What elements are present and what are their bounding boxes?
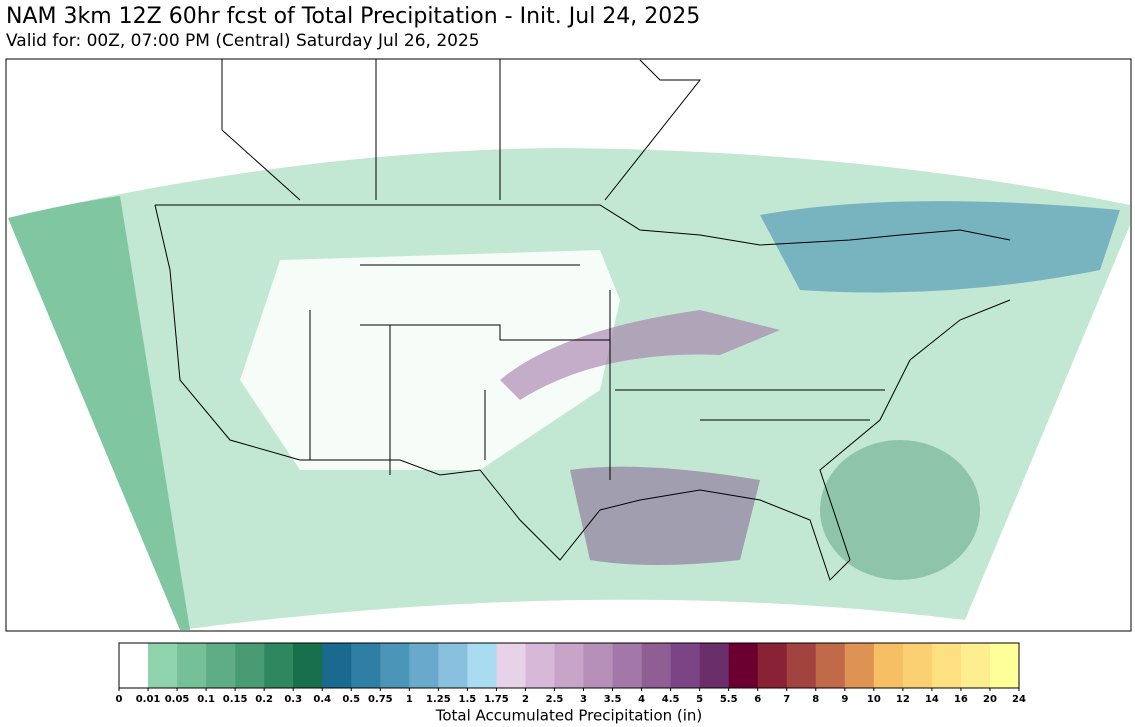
colorbar-tick-label: 4.5 — [662, 694, 680, 705]
colorbar-segment — [177, 643, 207, 688]
colorbar-segment — [931, 643, 962, 688]
colorbar-segment — [786, 643, 817, 688]
colorbar-segment — [728, 643, 759, 688]
colorbar-tick-label: 0.05 — [165, 694, 190, 705]
colorbar-segment — [496, 643, 526, 688]
title: NAM 3km 12Z 60hr fcst of Total Precipita… — [6, 4, 700, 29]
colorbar-tick-label: 1.75 — [484, 694, 509, 705]
colorbar-segment — [380, 643, 410, 688]
colorbar-tick-label: 5.5 — [720, 694, 738, 705]
colorbar-tick-label: 0.5 — [342, 694, 360, 705]
colorbar-segment — [670, 643, 700, 688]
colorbar-segment — [409, 643, 439, 688]
colorbar-tick-label: 0.1 — [197, 694, 215, 705]
colorbar-tick-label: 9 — [841, 694, 848, 705]
colorbar-segment — [844, 643, 875, 688]
boundaries — [154, 59, 1011, 581]
colorbar-tick-label: 3 — [580, 694, 587, 705]
colorbar-segment — [989, 643, 1020, 688]
colorbar-segment — [757, 643, 788, 688]
colorbar-tick-label: 1.5 — [459, 694, 477, 705]
colorbar-segment — [554, 643, 584, 688]
colorbar-tick-label: 0.3 — [284, 694, 302, 705]
colorbar-tick-label: 0.01 — [136, 694, 161, 705]
colorbar-segment — [438, 643, 468, 688]
colorbar-tick-label: 0.4 — [313, 694, 331, 705]
precip-northeast — [760, 201, 1120, 293]
colorbar-tick-label: 14 — [925, 694, 939, 705]
subtitle: Valid for: 00Z, 07:00 PM (Central) Satur… — [6, 31, 480, 51]
colorbar-tick-label: 5 — [696, 694, 703, 705]
colorbar-tick-label: 0 — [116, 694, 123, 705]
colorbar-segment — [815, 643, 846, 688]
precip-pacific — [8, 196, 190, 630]
colorbar-segment — [873, 643, 904, 688]
colorbar-tick-label: 6 — [754, 694, 761, 705]
colorbar-segment — [612, 643, 642, 688]
colorbar-tick-label: 7 — [783, 694, 790, 705]
colorbar-segment — [902, 643, 933, 688]
colorbar-segment — [148, 643, 178, 688]
colorbar-tick-label: 0.75 — [368, 694, 393, 705]
precip-gulf — [570, 466, 760, 565]
colorbar-tick-label: 3.5 — [604, 694, 622, 705]
colorbar-segment — [206, 643, 236, 688]
colorbar-segment — [467, 643, 497, 688]
colorbar-segment — [699, 643, 729, 688]
colorbar-segment — [293, 643, 323, 688]
colorbar-label: Total Accumulated Precipitation (in) — [435, 707, 703, 725]
colorbar-segment — [960, 643, 991, 688]
colorbar-segment — [351, 643, 381, 688]
colorbar-tick-label: 1 — [406, 694, 413, 705]
map — [5, 58, 1132, 632]
colorbar-segment — [235, 643, 265, 688]
colorbar: 0 0.01 0.05 0.1 0.15 0.2 0.3 0.4 0.5 0.75 1 1.25 1.5… — [116, 642, 1026, 705]
precip-plains — [500, 310, 780, 400]
colorbar-tick-label: 10 — [867, 694, 881, 705]
colorbar-tick-label: 2 — [522, 694, 529, 705]
colorbar-segment — [119, 643, 149, 688]
colorbar-segment — [641, 643, 671, 688]
colorbar-tick-label: 0.2 — [255, 694, 273, 705]
colorbar-tick-label: 12 — [896, 694, 910, 705]
colorbar-tick-label: 1.25 — [426, 694, 451, 705]
colorbar-tick-label: 4 — [638, 694, 645, 705]
colorbar-tick-label: 24 — [1012, 694, 1026, 705]
colorbar-segment — [264, 643, 294, 688]
colorbar-tick-label: 16 — [954, 694, 968, 705]
dry-west — [240, 250, 620, 470]
colorbar-tick-label: 0.15 — [223, 694, 248, 705]
colorbar-tick-label: 8 — [812, 694, 819, 705]
colorbar-border — [118, 642, 1020, 689]
colorbar-segment — [322, 643, 352, 688]
precip-atlantic — [820, 440, 980, 580]
map-border — [5, 58, 1132, 632]
colorbar-tick-label: 20 — [983, 694, 997, 705]
colorbar-segment — [583, 643, 613, 688]
colorbar-segment — [525, 643, 555, 688]
colorbar-tick-label: 2.5 — [546, 694, 564, 705]
